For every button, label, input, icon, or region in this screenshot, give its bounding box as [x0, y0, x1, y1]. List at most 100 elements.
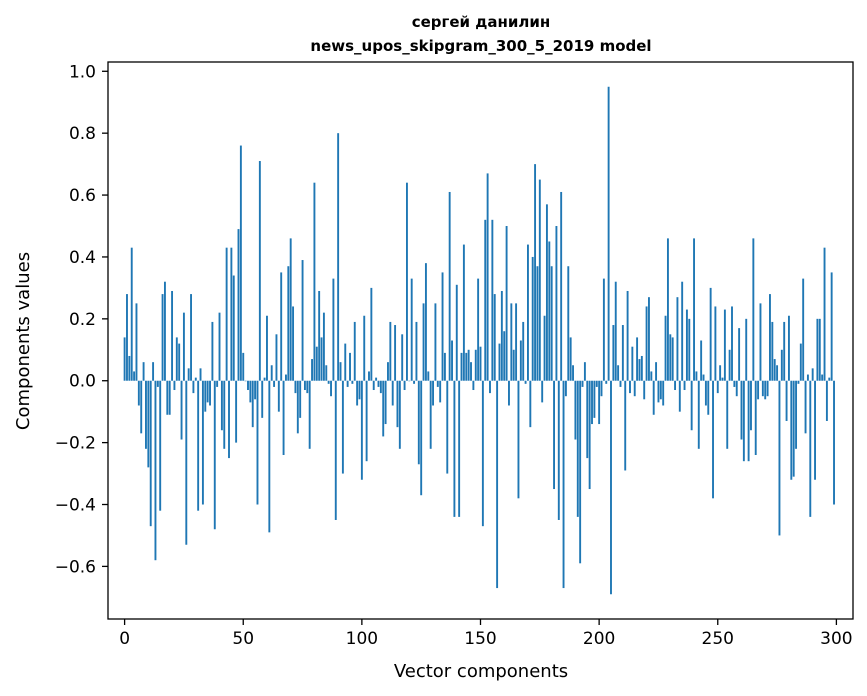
bar-63	[273, 380, 276, 387]
bar-152	[484, 219, 487, 381]
bar-84	[322, 312, 325, 381]
bar-175	[538, 179, 541, 381]
bar-85	[325, 365, 328, 381]
bar-250	[716, 380, 719, 394]
bar-288	[806, 374, 809, 381]
x-tick-label: 200	[583, 629, 615, 649]
bar-55	[254, 380, 257, 400]
bar-50	[242, 352, 245, 381]
bar-241	[695, 371, 698, 381]
bar-200	[598, 380, 601, 425]
bar-182	[555, 226, 558, 381]
bar-216	[636, 337, 639, 381]
bar-44	[228, 380, 230, 459]
bar-262	[745, 318, 748, 381]
bar-97	[353, 321, 356, 381]
bar-230	[669, 334, 672, 381]
bar-54	[251, 380, 254, 428]
bar-19	[168, 380, 171, 415]
bar-240	[693, 238, 695, 381]
bar-35	[206, 380, 209, 403]
bar-69	[287, 266, 290, 381]
bar-11	[149, 380, 152, 527]
bar-125	[420, 380, 423, 496]
bar-30	[194, 377, 197, 381]
bar-93	[344, 343, 347, 381]
bar-283	[795, 380, 798, 449]
bar-71	[292, 306, 295, 381]
bar-211	[624, 380, 627, 471]
bar-36	[209, 380, 211, 406]
bar-65	[277, 380, 280, 412]
bar-108	[379, 380, 382, 394]
bar-169	[524, 380, 527, 384]
bar-248	[712, 380, 714, 499]
chart-title: сергей данилин	[412, 13, 551, 31]
bar-263	[747, 380, 750, 462]
bar-210	[621, 325, 624, 381]
bar-59	[263, 377, 266, 381]
bar-258	[735, 380, 738, 397]
bar-121	[410, 278, 413, 381]
bar-17	[163, 281, 166, 381]
bar-233	[676, 297, 679, 381]
bar-201	[600, 380, 603, 397]
bar-89	[334, 380, 337, 520]
bar-249	[714, 306, 717, 381]
bar-208	[617, 365, 620, 381]
bar-168	[522, 321, 525, 381]
bar-128	[427, 371, 430, 381]
bar-53	[249, 380, 252, 403]
bar-154	[489, 380, 491, 394]
bar-161	[505, 226, 508, 381]
bar-223	[652, 380, 655, 415]
bar-293	[818, 318, 821, 381]
bar-285	[799, 343, 802, 381]
bar-255	[728, 349, 731, 381]
bars-layer	[123, 86, 835, 595]
y-tick-label: −0.2	[55, 434, 96, 454]
bar-8	[142, 362, 145, 381]
bar-183	[557, 380, 560, 520]
bar-133	[439, 380, 442, 403]
bar-259	[738, 328, 741, 381]
x-axis-label: Vector components	[394, 661, 568, 682]
bar-107	[377, 380, 380, 387]
bar-213	[629, 380, 631, 394]
bar-289	[809, 380, 812, 517]
bar-251	[719, 365, 722, 381]
bar-101	[363, 315, 366, 381]
bar-16	[161, 294, 164, 381]
x-axis: 0 50 100 150 200 250 300	[119, 619, 853, 649]
bar-141	[458, 380, 461, 517]
bar-277	[780, 349, 783, 381]
bar-226	[659, 380, 662, 400]
x-tick-label: 150	[464, 629, 496, 649]
bar-15	[159, 380, 162, 511]
bar-103	[368, 371, 370, 381]
bar-51	[244, 380, 247, 382]
bar-73	[296, 380, 299, 434]
bar-1	[126, 294, 128, 381]
bar-153	[486, 173, 489, 381]
bar-280	[787, 315, 790, 381]
bar-41	[220, 380, 223, 431]
x-tick-label: 300	[820, 629, 852, 649]
bar-276	[778, 380, 781, 536]
bar-32	[199, 368, 202, 381]
bar-237	[685, 309, 688, 381]
bar-20	[171, 290, 174, 381]
bar-79	[311, 359, 313, 381]
bar-81	[315, 346, 318, 381]
bar-49	[239, 145, 242, 381]
y-axis: 1.0 0.8 0.6 0.4 0.2 0.0 −0.2 −0.4 −0.6	[55, 62, 108, 577]
bar-27	[187, 368, 190, 381]
bar-235	[681, 281, 684, 381]
bar-9	[145, 380, 147, 449]
bar-205	[610, 380, 612, 595]
bar-292	[816, 318, 819, 381]
bar-239	[690, 380, 693, 431]
y-tick-label: 0.2	[69, 310, 96, 330]
bar-227	[662, 380, 665, 406]
